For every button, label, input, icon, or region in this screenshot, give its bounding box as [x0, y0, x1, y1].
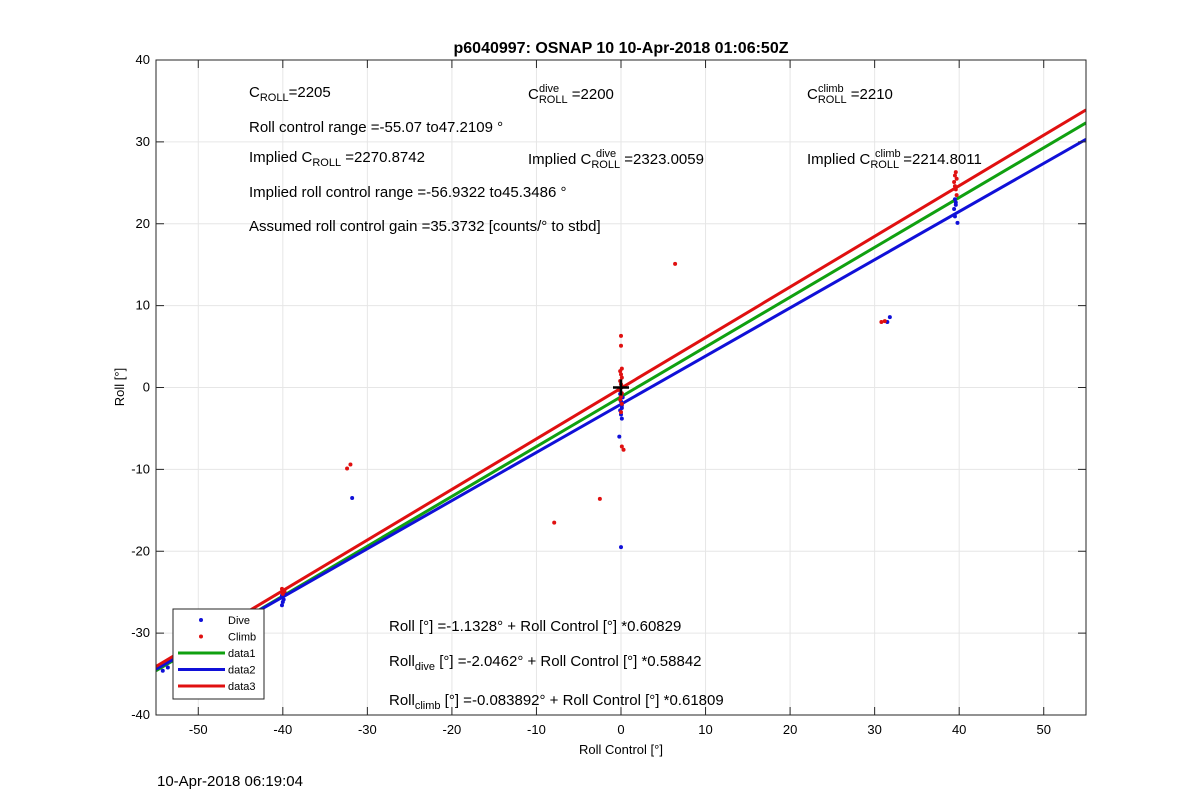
point-climb: [279, 586, 284, 591]
point-climb: [953, 187, 958, 192]
x-tick-label: 10: [698, 722, 712, 737]
x-tick-label: 30: [867, 722, 881, 737]
point-climb: [618, 369, 623, 374]
point-climb: [619, 343, 623, 348]
implied-c-roll-dive-text: Implied CROLL =2323.0059: [528, 151, 704, 171]
point-dive: [619, 416, 624, 421]
y-tick-label: -10: [131, 461, 150, 476]
point-dive: [619, 545, 623, 550]
point-climb: [952, 179, 957, 184]
y-tick-label: -20: [131, 543, 150, 558]
y-tick-label: -30: [131, 625, 150, 640]
y-tick-label: -40: [131, 707, 150, 722]
c-roll-dive-text: CROLL =2200: [528, 86, 614, 106]
point-climb: [348, 462, 353, 467]
point-dive: [617, 434, 622, 439]
point-climb: [619, 410, 623, 415]
point-climb: [619, 333, 623, 338]
point-climb: [954, 176, 959, 181]
legend-marker-climb: [199, 634, 203, 639]
c-roll-climb-sup: climb: [818, 83, 844, 95]
point-climb: [954, 193, 959, 198]
annotations: CROLL=2205 CROLL =2200 dive CROLL =2210 …: [249, 83, 982, 712]
roll-control-range-text: Roll control range =-55.07 to47.2109 °: [249, 119, 503, 136]
legend-label-data3: data3: [228, 681, 256, 693]
x-tick-label: -50: [189, 722, 208, 737]
x-tick-label: 20: [783, 722, 797, 737]
point-climb: [952, 173, 957, 178]
implied-c-roll-dive-sup: dive: [596, 148, 616, 160]
timestamp: 10-Apr-2018 06:19:04: [157, 773, 303, 790]
gain-text: Assumed roll control gain =35.3732 [coun…: [249, 218, 601, 235]
legend-label-data2: data2: [228, 665, 256, 677]
y-tick-label: 10: [136, 298, 150, 313]
tick-labels: -50 -40 -30 -20 -10 0 10 20 30 40 50 -40 -30 -20 -10 0 1…: [131, 52, 1051, 737]
point-climb: [552, 520, 557, 525]
point-climb: [619, 444, 624, 449]
y-tick-label: 30: [136, 134, 150, 149]
point-climb: [619, 401, 624, 406]
point-climb: [619, 372, 623, 377]
implied-c-roll-text: Implied CROLL =2270.8742: [249, 149, 425, 169]
point-climb: [621, 447, 626, 452]
point-dive: [279, 603, 284, 608]
point-dive: [160, 668, 165, 673]
point-climb: [952, 184, 957, 189]
point-dive: [952, 197, 957, 202]
legend: Dive Climb data1 data2 data3: [172, 608, 265, 700]
data-points: [160, 170, 960, 673]
fit-climb-text: Rollclimb [°] =-0.083892° + Roll Control…: [389, 692, 724, 712]
point-climb: [879, 320, 884, 324]
y-axis-label: Roll [°]: [112, 368, 127, 406]
x-tick-label: -40: [273, 722, 292, 737]
c-roll-dive-sup: dive: [539, 83, 559, 95]
point-climb: [597, 496, 602, 501]
legend-marker-dive: [199, 618, 203, 622]
point-dive: [280, 600, 285, 605]
legend-label-climb: Climb: [228, 632, 256, 644]
point-dive: [953, 202, 958, 207]
x-tick-label: -20: [443, 722, 462, 737]
x-tick-label: -10: [527, 722, 546, 737]
point-climb: [619, 394, 623, 399]
fit-dive-text: Rolldive [°] =-2.0462° + Roll Control [°…: [389, 653, 702, 673]
fit-all-text: Roll [°] =-1.1328° + Roll Control [°] *0…: [389, 618, 681, 635]
point-climb: [618, 397, 623, 402]
point-climb: [673, 261, 678, 266]
point-dive: [350, 496, 355, 501]
x-tick-label: 40: [952, 722, 966, 737]
point-climb: [882, 319, 887, 324]
implied-c-roll-climb-text: Implied CROLL =2214.8011: [807, 151, 982, 171]
point-climb: [280, 591, 285, 596]
point-dive: [955, 220, 960, 225]
point-climb: [345, 466, 350, 471]
point-dive: [165, 665, 170, 670]
point-dive: [952, 207, 957, 212]
c-roll-text: CROLL=2205: [249, 84, 331, 104]
c-roll-climb-text: CROLL =2210: [807, 86, 893, 106]
x-axis-label: Roll Control [°]: [579, 742, 663, 757]
x-tick-label: -30: [358, 722, 377, 737]
point-climb: [619, 375, 624, 380]
point-dive: [887, 315, 892, 320]
y-tick-label: 40: [136, 52, 150, 67]
axis-ticks: [156, 59, 1086, 716]
x-tick-label: 0: [617, 722, 624, 737]
point-dive: [619, 405, 624, 410]
point-climb: [953, 170, 958, 175]
chart-title: p6040997: OSNAP 10 10-Apr-2018 01:06:50Z: [454, 40, 789, 57]
y-tick-label: 0: [143, 380, 150, 395]
x-tick-label: 50: [1036, 722, 1050, 737]
origin-marker: [613, 379, 629, 396]
legend-label-dive: Dive: [228, 615, 250, 627]
legend-label-data1: data1: [228, 648, 256, 660]
y-tick-label: 20: [136, 216, 150, 231]
implied-range-text: Implied roll control range =-56.9322 to4…: [249, 184, 566, 201]
point-dive: [952, 214, 957, 219]
implied-c-roll-climb-sup: climb: [875, 148, 901, 160]
